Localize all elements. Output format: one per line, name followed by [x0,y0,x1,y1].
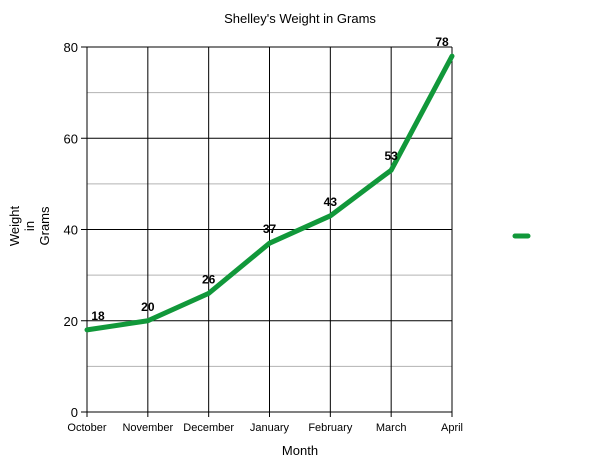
data-label: 18 [91,309,105,323]
data-label: 20 [141,300,155,314]
data-label: 78 [435,35,449,49]
chart-title: Shelley's Weight in Grams [224,11,376,26]
x-tick-label: January [250,422,290,434]
x-tick-label: October [67,422,106,434]
y-tick-label: 0 [71,405,78,420]
y-tick-label: 20 [64,314,78,329]
x-axis-ticks: October November December January February Ma… [67,412,463,434]
vertical-gridlines [147,47,453,412]
series-group [84,53,455,333]
x-axis-label: Month [282,443,318,458]
series-line [84,53,455,333]
y-axis-ticks: 0 20 40 60 80 [64,40,87,420]
data-label: 26 [202,272,216,286]
data-label: 43 [324,195,338,209]
data-labels: 18 20 26 37 43 53 78 [91,35,449,323]
y-axis-label-line-2: in [22,221,37,231]
y-tick-label: 80 [64,40,78,55]
y-axis-label-line-1: Weight [7,206,22,247]
x-tick-label: December [183,422,234,434]
x-tick-label: November [122,422,173,434]
y-axis-label-line-3: Grams [37,206,52,246]
data-label: 53 [384,149,398,163]
x-tick-label: February [308,422,353,434]
x-tick-label: March [376,422,407,434]
data-label: 37 [263,222,277,236]
y-tick-label: 40 [64,223,78,238]
y-axis-label: Weight in Grams [7,206,52,247]
y-tick-label: 60 [64,131,78,146]
x-tick-label: April [441,422,463,434]
